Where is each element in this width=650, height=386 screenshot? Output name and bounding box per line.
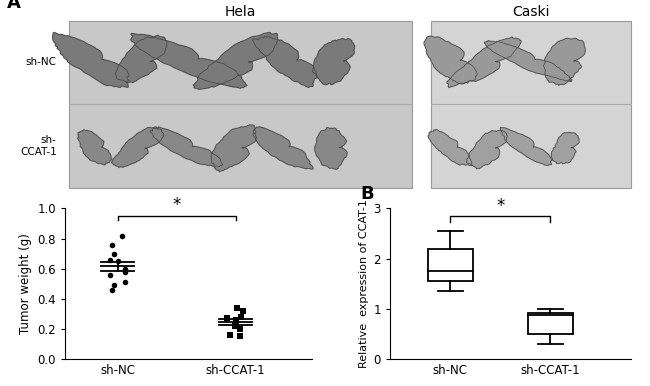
Polygon shape [500, 128, 552, 166]
Polygon shape [211, 125, 257, 172]
Polygon shape [447, 37, 521, 88]
Polygon shape [53, 32, 129, 87]
Point [107, 287, 117, 293]
Text: Hela: Hela [225, 5, 257, 19]
Point [222, 315, 233, 322]
Polygon shape [252, 36, 318, 87]
Point [105, 257, 115, 263]
Point [107, 242, 118, 248]
Bar [431, 21, 630, 188]
Polygon shape [312, 38, 355, 85]
Point [117, 232, 127, 239]
Bar [69, 21, 412, 188]
Point [113, 258, 124, 264]
Bar [428, 249, 473, 281]
Polygon shape [424, 36, 477, 84]
Polygon shape [111, 127, 164, 168]
Polygon shape [466, 130, 507, 169]
Point [236, 314, 246, 320]
Text: Caski: Caski [512, 5, 550, 19]
Text: *: * [496, 197, 504, 215]
Point [120, 279, 131, 285]
Polygon shape [543, 38, 585, 85]
Point [232, 305, 242, 311]
Point [230, 323, 240, 329]
Text: B: B [361, 185, 374, 203]
Text: sh-
CCAT-1: sh- CCAT-1 [20, 135, 57, 157]
Bar [528, 313, 573, 334]
Point [120, 266, 130, 272]
Text: sh-NC: sh-NC [26, 58, 57, 68]
Polygon shape [150, 127, 223, 167]
Point [231, 320, 242, 326]
Polygon shape [428, 129, 472, 165]
Polygon shape [484, 41, 572, 82]
Point [105, 272, 116, 278]
Point [120, 269, 130, 275]
Polygon shape [193, 32, 278, 89]
Polygon shape [116, 35, 167, 83]
Polygon shape [551, 132, 579, 164]
Polygon shape [131, 34, 247, 88]
Point [235, 333, 245, 340]
Polygon shape [78, 130, 112, 165]
Polygon shape [253, 127, 313, 169]
Point [225, 332, 235, 338]
Point [231, 317, 241, 323]
Y-axis label: Relative  expression of CCAT-1: Relative expression of CCAT-1 [359, 199, 369, 368]
Point [109, 282, 120, 288]
Text: *: * [172, 196, 181, 215]
Point [235, 326, 245, 332]
Point [238, 308, 248, 314]
Polygon shape [315, 127, 347, 169]
Y-axis label: Tumor weight (g): Tumor weight (g) [19, 233, 32, 334]
Text: A: A [6, 0, 21, 12]
Point [109, 251, 119, 257]
